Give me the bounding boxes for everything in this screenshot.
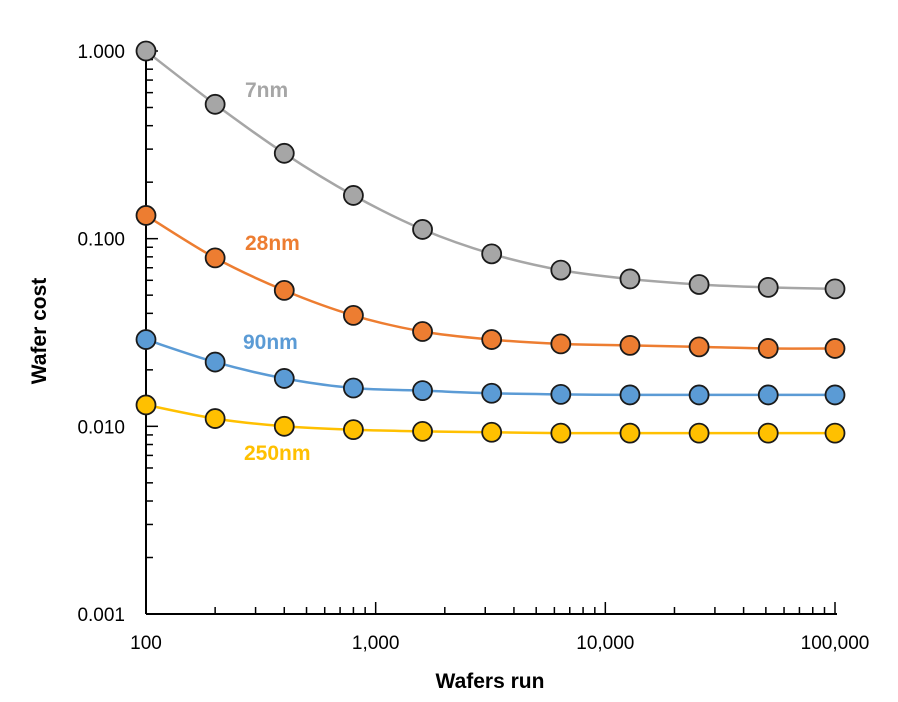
series-7nm	[135, 40, 846, 300]
series-label: 90nm	[243, 331, 298, 354]
series-250nm	[135, 394, 846, 444]
data-point	[343, 377, 364, 399]
data-point	[619, 268, 641, 290]
data-point	[135, 205, 157, 226]
data-point	[757, 422, 779, 444]
data-point	[619, 334, 641, 356]
data-point	[273, 368, 295, 389]
data-point	[824, 384, 846, 406]
y-tick-label: 0.010	[77, 417, 125, 438]
data-point	[412, 380, 433, 402]
data-point	[688, 422, 710, 444]
data-point	[273, 415, 295, 437]
data-point	[481, 329, 503, 350]
data-point	[273, 280, 295, 301]
data-point	[550, 259, 572, 281]
axes: 100 1,000 10,000 100,000 0.001 0.010 0.100 1.0…	[77, 42, 869, 654]
data-point	[688, 274, 710, 295]
data-point	[273, 142, 295, 164]
series-28nm	[135, 205, 846, 359]
data-point	[757, 384, 779, 406]
data-point	[757, 338, 779, 359]
data-point	[204, 93, 226, 115]
x-minor-ticks	[145, 602, 836, 614]
data-point	[412, 420, 433, 442]
data-point	[619, 422, 641, 444]
data-point	[619, 384, 641, 406]
data-point	[757, 276, 779, 298]
x-tick-label: 100	[130, 633, 162, 654]
series-group	[135, 40, 846, 444]
data-point	[824, 338, 846, 359]
data-point	[135, 329, 157, 350]
x-tick-label: 100,000	[801, 633, 870, 654]
data-point	[550, 422, 572, 444]
x-tick-label: 10,000	[576, 633, 634, 654]
data-point	[550, 333, 572, 355]
x-tick-labels: 100 1,000 10,000 100,000	[130, 633, 869, 654]
data-point	[481, 382, 503, 404]
data-point	[550, 383, 572, 405]
y-axis-title: Wafer cost	[28, 278, 51, 385]
data-point	[204, 351, 226, 373]
data-point	[824, 422, 846, 444]
data-point	[343, 305, 364, 326]
y-tick-label: 1.000	[77, 42, 125, 63]
series-label: 7nm	[245, 79, 288, 102]
y-tick-label: 0.001	[77, 605, 125, 626]
data-point	[481, 421, 503, 443]
data-point	[135, 40, 157, 62]
x-tick-label: 1,000	[352, 633, 400, 654]
data-point	[135, 394, 157, 416]
data-point	[412, 321, 433, 342]
data-point	[343, 419, 364, 441]
x-axis-title: Wafers run	[436, 670, 545, 693]
series-label: 250nm	[244, 442, 311, 465]
data-point	[688, 336, 710, 358]
data-point	[824, 278, 846, 300]
data-point	[412, 219, 433, 240]
series-label: 28nm	[245, 232, 300, 255]
data-point	[688, 384, 710, 406]
data-point	[343, 185, 364, 206]
data-point	[204, 408, 226, 429]
y-tick-label: 0.100	[77, 230, 125, 251]
data-point	[204, 247, 226, 269]
series-90nm	[135, 329, 846, 406]
series-labels: 7nm 28nm 90nm 250nm	[243, 79, 311, 465]
data-point	[481, 243, 503, 265]
y-tick-labels: 0.001 0.010 0.100 1.000	[77, 42, 125, 626]
